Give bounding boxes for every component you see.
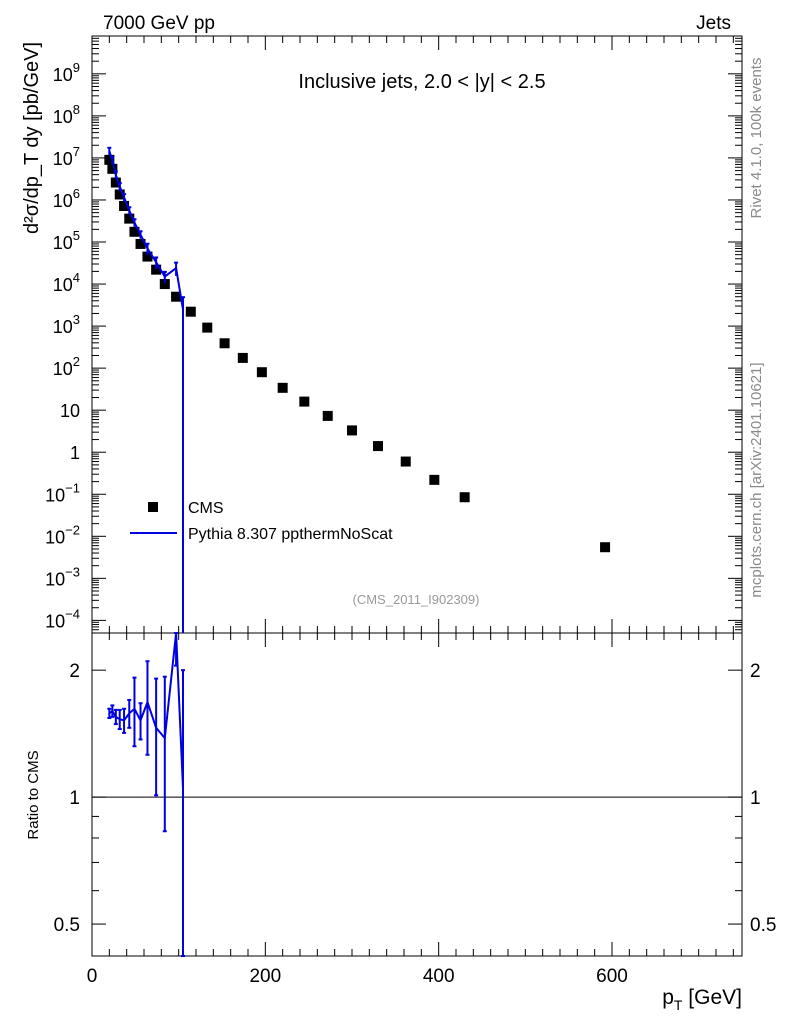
- cms-data-point: [299, 396, 310, 407]
- plot-title: Inclusive jets, 2.0 < |y| < 2.5: [298, 71, 545, 93]
- cms-data-point: [256, 367, 267, 378]
- y-tick-label-base: 1: [70, 443, 80, 463]
- ratio-plot-frame: [91, 632, 743, 957]
- y-tick-label: 103: [53, 312, 80, 337]
- cms-data-point: [104, 154, 115, 165]
- y-tick-label-base: 10: [45, 611, 65, 631]
- y-tick-label-exp: −2: [65, 522, 80, 537]
- y-tick-label: 10: [60, 401, 80, 421]
- cms-data-point: [124, 213, 135, 224]
- cms-data-point: [347, 425, 357, 436]
- y-tick-label-exp: 2: [73, 354, 80, 369]
- y-tick-label-base: 10: [45, 569, 65, 589]
- cms-data-point: [459, 492, 470, 503]
- ratio-tick-label-right: 0.5: [750, 915, 776, 936]
- data-layer: [104, 146, 611, 957]
- y-tick-label-base: 10: [45, 527, 65, 547]
- y-tick-label: 10−4: [45, 606, 80, 631]
- main-plot-frame: [91, 35, 743, 634]
- ratio-tick-label-left: 2: [69, 661, 80, 682]
- y-tick-label-base: 10: [53, 359, 73, 379]
- x-tick-label: 200: [249, 966, 281, 987]
- y-tick-label-exp: 9: [73, 60, 80, 75]
- cms-data-point: [119, 200, 130, 211]
- cms-data-point: [151, 264, 162, 275]
- x-axis-label-unit: [GeV]: [682, 986, 742, 1009]
- y-tick-label-base: 10: [53, 275, 73, 295]
- legend: CMS Pythia 8.307 ppthermNoScat: [130, 500, 393, 543]
- cms-data-point: [237, 352, 248, 363]
- cms-data-point: [114, 189, 125, 200]
- cms-data-point: [171, 291, 182, 302]
- y-tick-label: 107: [53, 144, 80, 169]
- y-tick-label: 106: [53, 186, 80, 211]
- y-tick-label-base: 10: [53, 107, 73, 127]
- ratio-tick-label-right: 2: [750, 661, 761, 682]
- cms-data-point: [142, 251, 153, 262]
- y-tick-label-base: 10: [53, 317, 73, 337]
- y-tick-label: 1: [70, 443, 80, 463]
- pythia-series-line: [108, 150, 184, 633]
- y-tick-label-exp: −3: [65, 564, 80, 579]
- y-tick-label-exp: 5: [73, 228, 80, 243]
- y-tick-label-base: 10: [53, 191, 73, 211]
- y-tick-label-exp: 6: [73, 186, 80, 201]
- cms-data-point: [159, 279, 170, 290]
- x-axis-label-main: p: [662, 986, 674, 1009]
- axes-layer: 0 200 400 60010−410−310−210−111010210310410…: [45, 35, 776, 987]
- y-tick-label-exp: 8: [73, 102, 80, 117]
- y-tick-label-exp: 3: [73, 312, 80, 327]
- header-energy: 7000 GeV pp: [103, 13, 215, 34]
- cms-data-point: [277, 382, 288, 393]
- y-tick-label-base: 10: [45, 485, 65, 505]
- y-tick-label: 109: [53, 60, 80, 85]
- cms-data-point: [400, 456, 411, 467]
- y-tick-label-exp: 4: [73, 270, 80, 285]
- cms-data-point: [429, 474, 440, 485]
- legend-marker-cms: [148, 502, 158, 512]
- y-tick-label: 102: [53, 354, 80, 379]
- y-tick-label-exp: −4: [65, 606, 80, 621]
- y-tick-label-base: 10: [53, 65, 73, 85]
- cms-data-point: [110, 177, 121, 188]
- cms-data-point: [107, 163, 118, 174]
- cms-data-point: [202, 322, 213, 333]
- y-tick-label-base: 10: [53, 149, 73, 169]
- y-axis-label: d²σ/dp_T dy [pb/GeV]: [21, 42, 43, 234]
- y-tick-label-exp: −1: [65, 480, 80, 495]
- legend-label-pythia: Pythia 8.307 ppthermNoScat: [188, 526, 393, 543]
- y-tick-label-base: 10: [60, 401, 80, 421]
- y-tick-label: 108: [53, 102, 80, 127]
- mcplots-label: mcplots.cern.ch [arXiv:2401.10621]: [748, 362, 765, 597]
- x-axis-label: pT [GeV]: [662, 986, 742, 1013]
- x-axis-label-sub: T: [674, 997, 683, 1013]
- ratio-tick-label-right: 1: [750, 788, 761, 809]
- cms-data-point: [185, 306, 196, 317]
- legend-label-cms: CMS: [188, 500, 224, 517]
- y-tick-label: 10−1: [45, 480, 80, 505]
- pythia-ratio-line: [108, 632, 184, 956]
- analysis-id: (CMS_2011_I902309): [353, 592, 480, 607]
- rivet-label: Rivet 4.1.0, 100k events: [748, 58, 765, 219]
- cms-data-point: [219, 338, 230, 349]
- y-tick-label: 10−3: [45, 564, 80, 589]
- ratio-tick-label-left: 0.5: [54, 915, 80, 936]
- x-tick-label: 0: [87, 966, 98, 987]
- ratio-axis-label: Ratio to CMS: [25, 750, 42, 839]
- cms-data-point: [373, 441, 383, 452]
- y-tick-label-exp: 7: [73, 144, 80, 159]
- ratio-tick-label-left: 1: [69, 788, 80, 809]
- y-tick-label: 105: [53, 228, 80, 253]
- x-tick-label: 600: [596, 966, 628, 987]
- cms-data-point: [322, 410, 333, 421]
- cms-data-point: [600, 542, 611, 553]
- cms-data-point: [129, 226, 140, 237]
- x-tick-label: 400: [423, 966, 455, 987]
- header-process: Jets: [696, 13, 731, 34]
- y-tick-label: 104: [53, 270, 80, 295]
- y-tick-label: 10−2: [45, 522, 80, 547]
- y-tick-label-base: 10: [53, 233, 73, 253]
- cms-data-point: [135, 238, 146, 249]
